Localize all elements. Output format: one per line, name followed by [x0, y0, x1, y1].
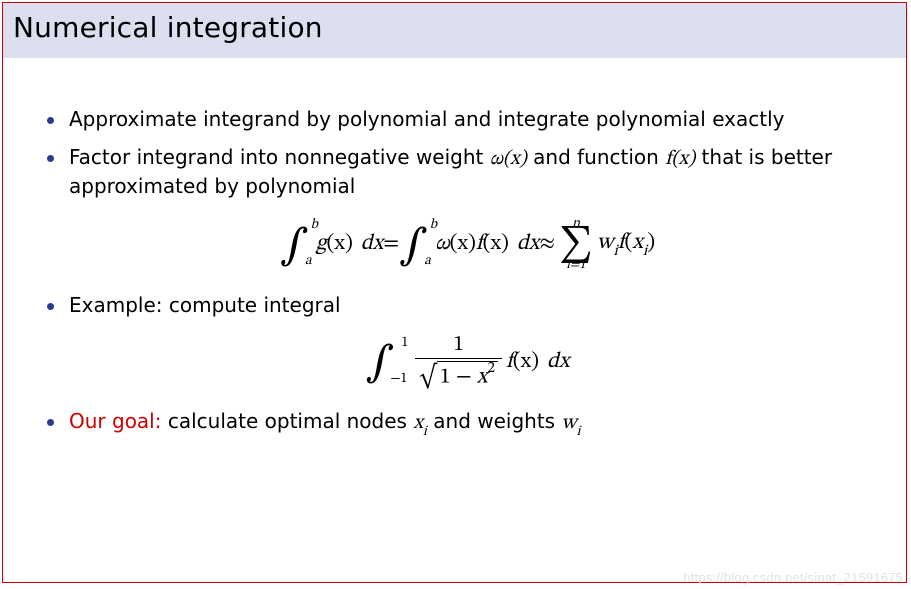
dx-3: dx — [547, 350, 569, 374]
omega-x-inline: ω(x) — [490, 149, 527, 169]
bullet-item-1: Approximate integrand by polynomial and … — [43, 106, 866, 134]
bullet-1-text: Approximate integrand by polynomial and … — [69, 107, 785, 131]
fraction-numerator: 1 — [449, 334, 468, 358]
int3-upper: 1 — [396, 336, 413, 350]
sum-block: n ∑ i=1 — [559, 215, 593, 274]
bullet-item-4: Our goal: calculate optimal nodes xi and… — [43, 408, 866, 440]
xi-inline: xi — [413, 413, 427, 433]
bullet-3-text: Example: compute integral — [69, 293, 341, 317]
sum-lower: i=1 — [566, 259, 586, 272]
slide-title: Numerical integration — [13, 11, 894, 44]
bullet-item-2: Factor integrand into nonnegative weight… — [43, 144, 866, 275]
integral-3-limits: 1 −1 — [390, 340, 407, 384]
wi-fxi: wif(xi) — [597, 231, 655, 258]
dx-1: dx — [361, 232, 383, 256]
goal-rest: calculate optimal nodes — [161, 409, 413, 433]
dx-2: dx — [517, 232, 539, 256]
goal-label: Our goal: — [69, 409, 161, 433]
bullet-2-mid: and function — [527, 145, 665, 169]
int2-lower: a — [424, 254, 431, 268]
slide-content: Approximate integrand by polynomial and … — [3, 58, 906, 461]
int2-upper: b — [430, 218, 437, 232]
int3-lower: −1 — [390, 372, 407, 386]
watermark-text: https://blog.csdn.net/sinat_21591675 — [683, 570, 903, 585]
sum-upper: n — [572, 217, 580, 231]
fraction: 1 √ 1 − x2 — [415, 334, 502, 391]
fraction-denominator: √ 1 − x2 — [415, 358, 502, 391]
bullet-2-pre: Factor integrand into nonnegative weight — [69, 145, 490, 169]
omega-f-x: ω(x)f(x) — [435, 232, 509, 256]
title-bar: Numerical integration — [3, 3, 906, 58]
int1-upper: b — [311, 218, 318, 232]
equation-2: ∫ 1 −1 1 √ 1 − x2 — [69, 334, 866, 391]
bullet-list: Approximate integrand by polynomial and … — [43, 106, 866, 441]
sqrt-icon: √ — [419, 361, 436, 389]
goal-and: and weights — [427, 409, 562, 433]
slide-frame: Numerical integration Approximate integr… — [2, 2, 907, 583]
sigma-icon: ∑ — [559, 229, 593, 261]
equation-1: ∫ b a g(x) dx = ∫ b a — [69, 215, 866, 274]
equals-sign: = — [383, 232, 399, 256]
g-of-x: g(x) — [316, 232, 353, 256]
int1-lower: a — [305, 254, 312, 268]
f-x-inline: f(x) — [665, 149, 695, 169]
integral-2-limits: b a — [424, 222, 431, 266]
approx-sign: ≈ — [539, 232, 555, 256]
f-of-x-2: f(x) — [506, 350, 539, 374]
wi-inline: wi — [561, 413, 580, 433]
bullet-item-3: Example: compute integral ∫ 1 −1 1 √ — [43, 292, 866, 390]
integral-1-limits: b a — [305, 222, 312, 266]
radicand: 1 − x2 — [437, 361, 498, 389]
